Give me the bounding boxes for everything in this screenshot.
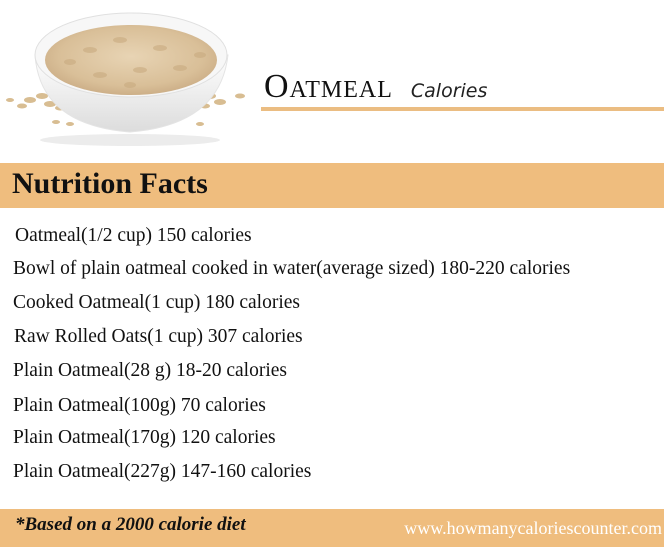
list-item: Plain Oatmeal(100g) 70 calories bbox=[13, 395, 266, 416]
title-subtitle: Calories bbox=[410, 80, 488, 102]
list-item: Bowl of plain oatmeal cooked in water(av… bbox=[13, 258, 571, 279]
list-item: Plain Oatmeal(170g) 120 calories bbox=[13, 427, 276, 448]
nutrition-facts-heading: Nutrition Facts bbox=[12, 167, 208, 200]
footer-band: *Based on a 2000 calorie diet www.howman… bbox=[0, 509, 664, 547]
title-divider bbox=[261, 107, 664, 111]
page-title: Oatmeal Calories bbox=[264, 68, 487, 106]
list-item: Oatmeal(1/2 cup) 150 calories bbox=[15, 225, 252, 246]
bowl-icon bbox=[6, 12, 245, 146]
diet-footnote: *Based on a 2000 calorie diet bbox=[15, 514, 246, 535]
nutrition-facts-header: Nutrition Facts bbox=[0, 163, 664, 208]
title-main: Oatmeal bbox=[264, 68, 393, 105]
list-item: Plain Oatmeal(227g) 147-160 calories bbox=[13, 461, 312, 482]
list-item: Raw Rolled Oats(1 cup) 307 calories bbox=[14, 326, 303, 347]
list-item: Cooked Oatmeal(1 cup) 180 calories bbox=[13, 292, 300, 313]
website-link[interactable]: www.howmanycaloriescounter.com bbox=[404, 518, 662, 538]
oatmeal-bowl-image bbox=[0, 0, 260, 150]
list-item: Plain Oatmeal(28 g) 18-20 calories bbox=[13, 360, 287, 381]
